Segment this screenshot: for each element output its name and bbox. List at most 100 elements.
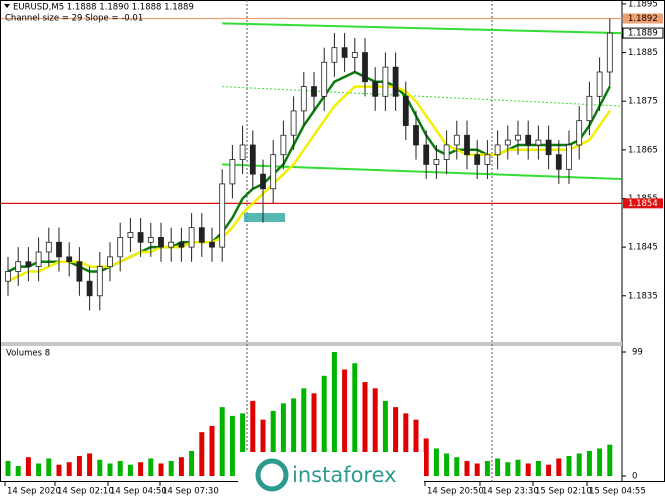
candle-body xyxy=(351,52,358,58)
candle-body xyxy=(525,134,532,146)
candle-body xyxy=(229,159,236,185)
x-tick-label: 15 Sep 04:55 xyxy=(589,487,646,497)
x-tick-label: 14 Sep 04:50 xyxy=(110,487,167,497)
candle-body xyxy=(382,66,389,97)
volume-bar xyxy=(5,460,11,476)
volume-bar xyxy=(229,415,235,476)
candle-body xyxy=(443,144,450,160)
volume-title: Volumes 8 xyxy=(6,349,50,359)
candle-body xyxy=(596,71,603,97)
y-tick-label: 1.1865 xyxy=(628,145,658,155)
last-price-label: 1.1889 xyxy=(628,29,658,39)
volume-bar xyxy=(270,410,276,476)
volume-bar xyxy=(148,458,154,476)
last-price-box xyxy=(622,27,664,39)
candle-body xyxy=(86,280,93,297)
y-tick-label: 1.1885 xyxy=(628,48,658,58)
candle-body xyxy=(198,227,205,243)
volume-bar xyxy=(566,455,572,476)
volume-bar xyxy=(291,398,297,476)
candle-body xyxy=(15,261,22,272)
level-label: 1.1892 xyxy=(628,14,658,24)
volume-bar xyxy=(178,457,184,476)
volume-bar xyxy=(311,393,317,476)
volume-bar xyxy=(209,425,215,476)
x-tick-label: 14 Sep 2020 xyxy=(7,487,61,497)
candle-body xyxy=(76,261,83,282)
y-tick-label: 1.1835 xyxy=(628,291,658,301)
volume-bar xyxy=(413,419,419,476)
volume-bar xyxy=(250,400,256,476)
volume-bar xyxy=(474,463,480,476)
volume-bar xyxy=(505,462,511,476)
candle-body xyxy=(535,139,542,146)
volume-bar xyxy=(56,464,62,476)
candle-body xyxy=(168,241,175,248)
volume-bar xyxy=(464,460,470,476)
candle-body xyxy=(290,110,297,136)
volume-bar xyxy=(46,458,52,476)
volume-bar xyxy=(433,448,439,476)
volume-bar xyxy=(15,465,21,476)
candle-body xyxy=(576,120,583,146)
channel-line xyxy=(222,86,622,107)
candle-body xyxy=(586,95,593,122)
candle-body xyxy=(209,241,215,248)
candle-body xyxy=(270,154,277,190)
volume-bar xyxy=(597,448,603,476)
candle-body xyxy=(107,256,113,267)
volume-bar xyxy=(342,369,348,476)
menu-arrow xyxy=(4,4,10,8)
candle-body xyxy=(494,144,501,156)
candle-body xyxy=(433,159,440,165)
volume-bar xyxy=(76,455,82,476)
candle-body xyxy=(484,154,491,165)
volume-bar xyxy=(321,375,327,476)
y-tick-label: 1.1875 xyxy=(628,97,658,107)
candle-body xyxy=(137,232,144,243)
volume-bar xyxy=(535,460,541,476)
volume-bar xyxy=(117,460,123,476)
candle-body xyxy=(453,134,460,146)
candle-body xyxy=(311,86,317,97)
volume-bar xyxy=(36,463,42,476)
volume-bar xyxy=(158,463,164,476)
volume-bar xyxy=(586,450,592,476)
chart-subtitle: Channel size = 29 Slope = -0.01 xyxy=(5,14,143,24)
candle-body xyxy=(45,241,52,253)
volume-bar xyxy=(97,459,103,476)
volume-bar xyxy=(546,464,552,476)
candle-body xyxy=(413,125,419,146)
chart-title: EURUSD,M5 1.1888 1.1890 1.1888 1.1889 xyxy=(13,3,194,13)
y-tick-label: 1.1895 xyxy=(628,0,658,9)
volume-bar xyxy=(576,453,582,476)
candle-body xyxy=(341,47,348,58)
candle-body xyxy=(66,256,73,263)
candle-body xyxy=(35,251,42,267)
volume-bar xyxy=(495,458,501,476)
candle-body xyxy=(188,227,195,248)
candle-body xyxy=(25,261,32,267)
volume-bar xyxy=(362,382,368,476)
volume-bar xyxy=(352,363,358,476)
volume-bar xyxy=(66,462,72,476)
volume-bar xyxy=(199,432,205,476)
candle-body xyxy=(372,81,379,97)
candle-body xyxy=(555,154,562,170)
volume-bar xyxy=(454,457,460,476)
candle-body xyxy=(117,237,124,258)
candle-body xyxy=(239,144,246,160)
candle-body xyxy=(392,66,399,97)
level-label-box xyxy=(623,198,663,209)
volume-bar xyxy=(240,413,246,476)
volume-bar xyxy=(301,388,307,476)
volume-bar xyxy=(444,453,450,476)
volume-bar xyxy=(168,460,174,476)
volume-bar xyxy=(556,458,562,476)
volume-bar xyxy=(382,400,388,476)
candle-body xyxy=(464,134,470,156)
candle-body xyxy=(158,237,164,248)
watermark-logo xyxy=(255,458,289,492)
candle-body xyxy=(219,183,226,248)
